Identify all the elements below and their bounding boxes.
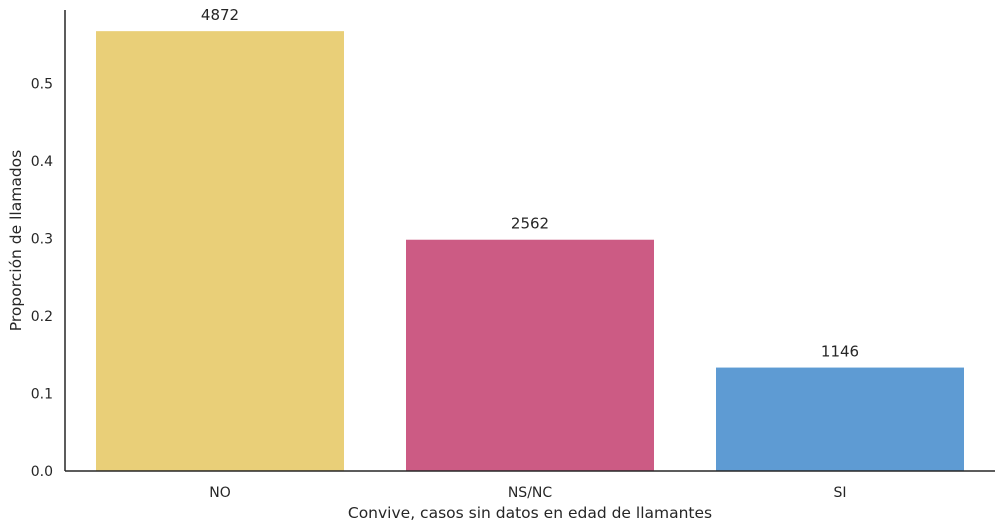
y-axis-ticks: 0.0 0.1 0.2 0.3 0.4 0.5 (31, 77, 53, 480)
y-tick-label: 0.0 (31, 464, 53, 480)
bar-value-label: 1146 (821, 343, 859, 361)
x-axis-label: Convive, casos sin datos en edad de llam… (348, 504, 712, 522)
y-tick-label: 0.2 (31, 309, 53, 325)
bar-value-label: 2562 (511, 215, 549, 233)
x-tick-label: SI (833, 485, 846, 501)
bar (406, 239, 654, 471)
bars-group (96, 31, 964, 471)
x-axis-ticks: NO NS/NC SI (209, 485, 846, 501)
bar (96, 31, 344, 471)
x-tick-label: NS/NC (508, 485, 553, 501)
bar-value-labels: 4872 2562 1146 (201, 6, 859, 360)
y-tick-label: 0.4 (31, 154, 53, 170)
y-tick-label: 0.1 (31, 387, 53, 403)
bar (716, 367, 964, 471)
y-tick-label: 0.3 (31, 232, 53, 248)
y-tick-label: 0.5 (31, 77, 53, 93)
y-axis-label: Proporción de llamados (7, 150, 25, 331)
x-tick-label: NO (209, 485, 231, 501)
bar-value-label: 4872 (201, 6, 239, 24)
